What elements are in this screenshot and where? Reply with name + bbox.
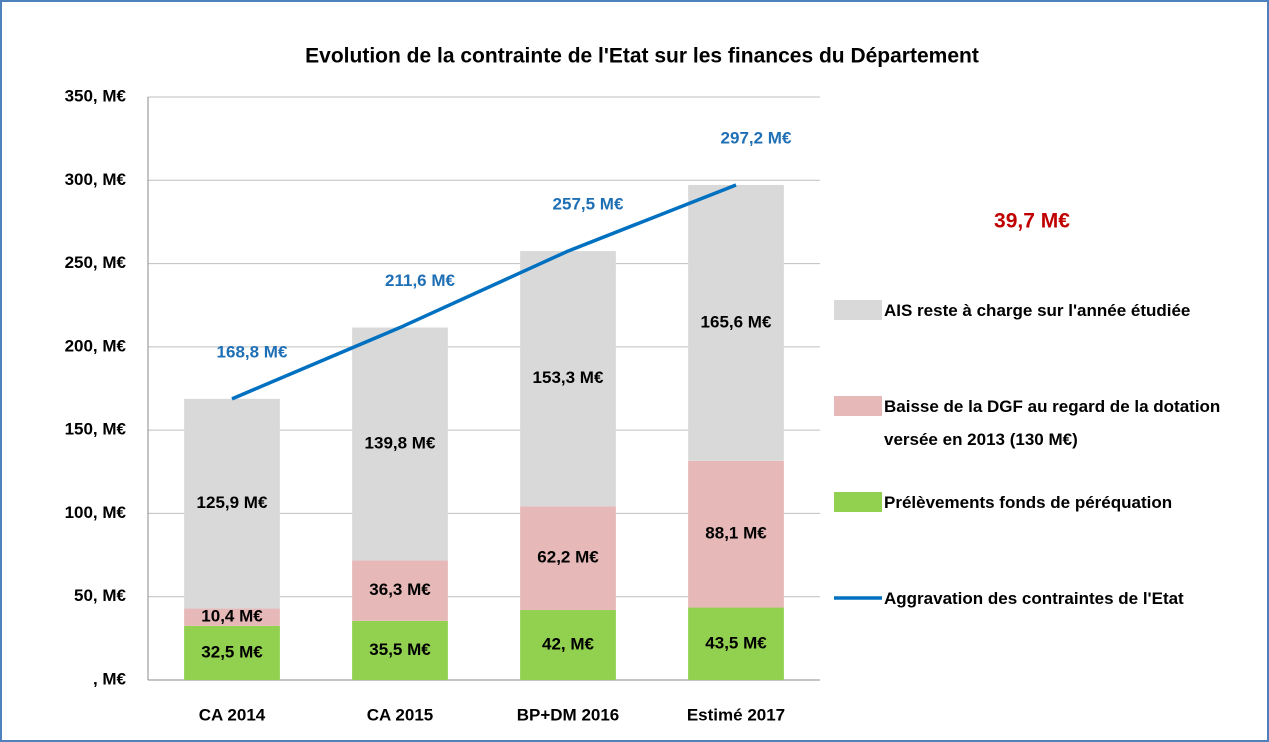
data-label: 42, M€ xyxy=(542,635,595,654)
data-label: 32,5 M€ xyxy=(201,642,263,661)
y-tick-label: 50, M€ xyxy=(74,586,127,605)
chart-title: Evolution de la contrainte de l'Etat sur… xyxy=(305,45,979,68)
data-label: 62,2 M€ xyxy=(537,548,599,567)
x-tick-label: BP+DM 2016 xyxy=(517,705,620,724)
x-tick-label: Estimé 2017 xyxy=(687,705,785,724)
legend-swatch xyxy=(834,396,882,416)
data-label: 139,8 M€ xyxy=(365,433,436,452)
data-label: 43,5 M€ xyxy=(705,633,767,652)
y-tick-label: 150, M€ xyxy=(65,420,127,439)
y-tick-label: , M€ xyxy=(93,669,127,688)
x-tick-label: CA 2015 xyxy=(367,705,433,724)
data-label: 10,4 M€ xyxy=(201,607,263,626)
data-label: 153,3 M€ xyxy=(533,368,604,387)
data-label: 168,8 M€ xyxy=(217,342,288,361)
bar-segment xyxy=(352,560,448,621)
legend-swatch xyxy=(834,492,882,512)
bar-segment xyxy=(352,327,448,561)
data-label: 257,5 M€ xyxy=(553,195,624,214)
line-series xyxy=(231,183,737,401)
data-label: 35,5 M€ xyxy=(369,640,431,659)
y-tick-label: 300, M€ xyxy=(65,170,127,189)
annotation: 39,7 M€ xyxy=(994,210,1070,233)
bar-segment xyxy=(688,460,784,608)
data-label: 36,3 M€ xyxy=(369,580,431,599)
data-label: 297,2 M€ xyxy=(721,128,792,147)
y-tick-label: 350, M€ xyxy=(65,86,127,105)
bar-segment xyxy=(520,610,616,680)
bar-segment xyxy=(688,607,784,680)
data-label: 125,9 M€ xyxy=(197,493,268,512)
legend-label: Baisse de la DGF au regard de la dotatio… xyxy=(884,397,1221,449)
y-tick-label: 250, M€ xyxy=(65,253,127,272)
bar-segment xyxy=(184,398,280,609)
legend-label: AIS reste à charge sur l'année étudiée xyxy=(884,301,1191,320)
bar-segment xyxy=(520,251,616,507)
y-tick-label: 200, M€ xyxy=(65,336,127,355)
data-label: 211,6 M€ xyxy=(385,271,455,290)
legend-label: Aggravation des contraintes de l'Etat xyxy=(884,589,1184,608)
data-label: 165,6 M€ xyxy=(701,312,772,331)
x-tick-label: CA 2014 xyxy=(199,705,266,724)
y-tick-label: 100, M€ xyxy=(65,503,127,522)
bar-segment xyxy=(184,625,280,680)
legend-label: Prélèvements fonds de péréquation xyxy=(884,493,1173,512)
bar-segment xyxy=(352,620,448,680)
bar-segment xyxy=(184,608,280,626)
bar-segment xyxy=(688,184,784,461)
legend-swatch xyxy=(834,300,882,320)
bar-segment xyxy=(520,506,616,611)
data-label: 88,1 M€ xyxy=(705,524,767,543)
